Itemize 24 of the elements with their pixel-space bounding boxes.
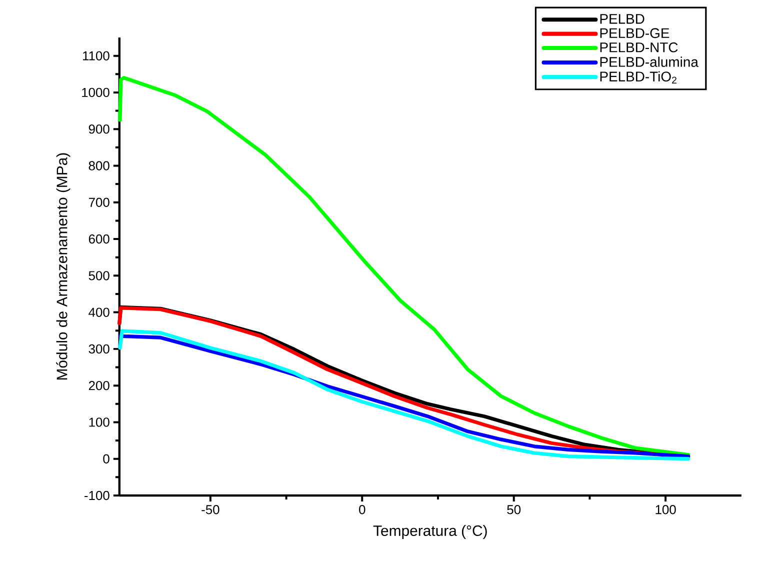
y-tick-label: 300	[88, 344, 110, 354]
legend-label: PELBD-GE	[600, 28, 670, 38]
y-tick-label: 400	[88, 308, 110, 317]
y-tick-label: 600	[88, 234, 110, 244]
x-tick-label: 0	[359, 505, 366, 514]
x-tick-label: -50	[202, 505, 220, 514]
y-tick-label: 800	[88, 161, 110, 170]
y-tick-label: 1000	[82, 88, 110, 98]
y-tick-label: 200	[88, 380, 110, 390]
y-tick-label: 0	[103, 454, 110, 464]
x-axis-title: Temperatura (°C)	[373, 525, 487, 539]
y-tick-label: 900	[88, 124, 110, 134]
legend-label: PELBD-NTC	[600, 42, 678, 52]
x-tick-label: 100	[656, 505, 676, 514]
y-tick-label: 100	[89, 418, 110, 427]
legend-label: PELBD-TiO$_{2}$	[600, 71, 676, 84]
legend-label: PELBD-alumina	[600, 56, 698, 67]
y-tick-label: 500	[88, 271, 110, 280]
x-tick-label: 50	[507, 505, 521, 514]
y-tick-label: -100	[84, 490, 110, 500]
legend-label: PELBD	[600, 14, 644, 24]
y-axis-title: Módulo de Armazenamento (MPa)	[56, 153, 70, 380]
y-tick-label: 700	[88, 198, 110, 207]
y-tick-label: 1100	[83, 51, 110, 60]
